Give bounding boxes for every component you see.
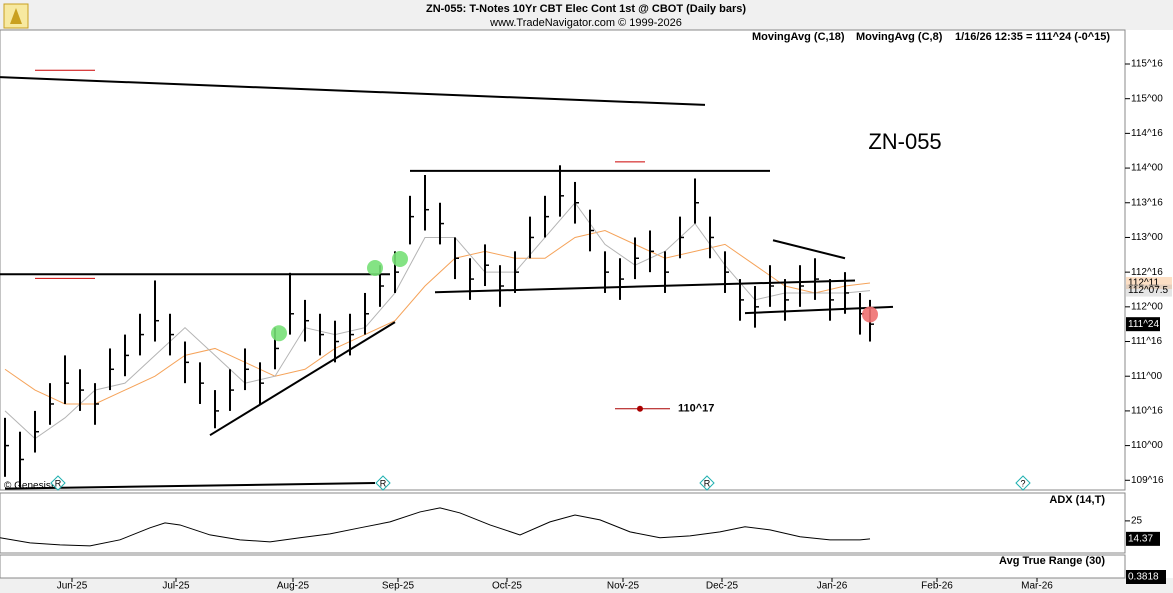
y-tick-label: 110^16 bbox=[1131, 406, 1163, 417]
trendline bbox=[0, 76, 706, 106]
y-tick-label: 115^16 bbox=[1131, 59, 1163, 70]
atr-panel bbox=[0, 554, 1126, 579]
last-price-label: 111^24 bbox=[1128, 319, 1159, 330]
ma-value-tag bbox=[1126, 284, 1172, 297]
y-tick-label: 110^00 bbox=[1131, 440, 1163, 451]
ma-value-label: 112^11 bbox=[1128, 278, 1159, 289]
y-tick-label: 25 bbox=[1131, 516, 1143, 527]
chart-subtitle: www.TradeNavigator.com © 1999-2026 bbox=[489, 17, 682, 29]
adx-title: ADX (14,T) bbox=[1049, 494, 1105, 506]
x-tick-label: Dec-25 bbox=[706, 581, 739, 592]
x-tick-label: Sep-25 bbox=[382, 581, 415, 592]
indicator-value-tag bbox=[1126, 531, 1160, 546]
logo[interactable] bbox=[3, 3, 29, 29]
atr-title: Avg True Range (30) bbox=[999, 555, 1105, 567]
indicator-value-tag bbox=[1126, 570, 1166, 584]
y-tick-label: 109^16 bbox=[1131, 475, 1164, 486]
price-marker-label: 110^17 bbox=[678, 403, 714, 415]
x-tick-label: Mar-26 bbox=[1021, 581, 1053, 592]
y-tick-label: 113^16 bbox=[1131, 197, 1163, 208]
signal-dot bbox=[367, 259, 383, 276]
x-tick-label: Oct-25 bbox=[492, 581, 522, 592]
signal-dot bbox=[862, 306, 878, 323]
x-tick-label: Jun-25 bbox=[57, 581, 88, 592]
price-marker-dot bbox=[637, 405, 643, 412]
x-tick-label: Jan-26 bbox=[817, 581, 848, 592]
signal-dot bbox=[392, 250, 408, 267]
trendline bbox=[209, 321, 396, 437]
legend-entry: MovingAvg (C,8) bbox=[856, 31, 943, 43]
signal-dot bbox=[271, 325, 287, 342]
indicator-value-label: 14.37 bbox=[1128, 533, 1153, 544]
ma-value-label: 112^07.5 bbox=[1128, 285, 1169, 296]
y-tick-label: 112^16 bbox=[1131, 267, 1163, 278]
x-tick-label: Aug-25 bbox=[277, 581, 310, 592]
indicator-value-label: 0.3818 bbox=[1128, 572, 1159, 583]
last-price-tag bbox=[1126, 317, 1160, 332]
legend-entry: MovingAvg (C,18) bbox=[752, 31, 845, 43]
event-label: ? bbox=[1020, 478, 1025, 488]
trendline bbox=[4, 482, 376, 490]
y-tick-label: 111^16 bbox=[1131, 336, 1162, 347]
y-tick-label: 113^00 bbox=[1131, 232, 1163, 243]
event-marker bbox=[50, 475, 66, 491]
status-text: 1/16/26 12:35 = 111^24 (-0^15) bbox=[955, 31, 1110, 43]
event-label: R bbox=[704, 478, 711, 488]
adx-panel bbox=[0, 492, 1126, 554]
y-tick-label: 115^00 bbox=[1131, 93, 1163, 104]
symbol-label: ZN-055 bbox=[868, 129, 941, 154]
indicator-line bbox=[0, 507, 871, 547]
header-bar bbox=[0, 0, 1173, 30]
event-label: R bbox=[380, 478, 387, 488]
credit: © GenesisFT bbox=[4, 481, 63, 492]
chart-title: ZN-055: T-Notes 10Yr CBT Elec Cont 1st @… bbox=[426, 3, 746, 15]
ma-value-tag bbox=[1126, 276, 1172, 289]
y-tick-label: 111^00 bbox=[1131, 371, 1162, 382]
event-marker bbox=[699, 475, 715, 491]
trendline bbox=[772, 239, 846, 260]
y-tick-label: 114^00 bbox=[1131, 163, 1163, 174]
event-marker bbox=[1015, 475, 1031, 491]
y-tick-label: 114^16 bbox=[1131, 128, 1163, 139]
price-panel bbox=[0, 29, 1126, 491]
x-tick-label: Feb-26 bbox=[921, 581, 953, 592]
event-marker bbox=[375, 475, 391, 491]
x-tick-label: Nov-25 bbox=[607, 581, 640, 592]
event-label: R bbox=[55, 478, 62, 488]
y-tick-label: 112^00 bbox=[1131, 301, 1163, 312]
moving-average bbox=[4, 229, 871, 405]
x-tick-label: Jul-25 bbox=[162, 581, 190, 592]
